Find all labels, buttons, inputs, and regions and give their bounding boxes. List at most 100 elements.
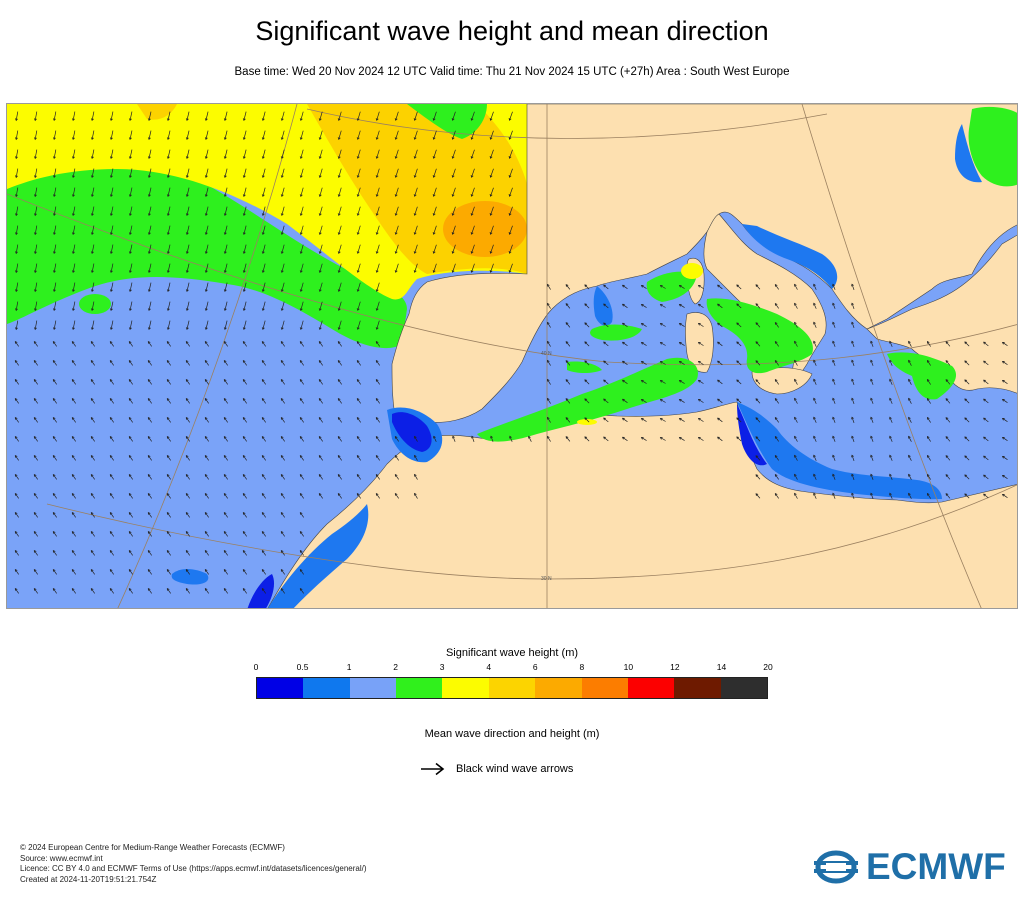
wave-arrow — [736, 322, 742, 328]
wave-arrow-head — [470, 232, 474, 235]
wave-arrow-head — [489, 213, 493, 216]
wave-arrow-head — [983, 417, 986, 421]
wave-arrow — [794, 360, 798, 366]
wave-arrow — [129, 244, 133, 254]
wave-arrow-head — [755, 455, 759, 458]
wave-arrow-head — [280, 156, 284, 159]
wave-arrow-head — [678, 304, 682, 307]
wave-arrow-head — [128, 588, 132, 591]
wave-arrow-head — [451, 270, 455, 273]
wave-arrow-head — [242, 417, 246, 420]
wave-arrow-head — [736, 322, 740, 326]
wave-arrow — [128, 379, 134, 385]
wave-arrow — [129, 168, 133, 178]
wave-arrow-head — [299, 137, 303, 140]
wave-arrow-head — [832, 283, 835, 287]
wave-arrow-head — [794, 321, 797, 325]
wave-arrow-head — [736, 398, 740, 402]
wave-arrow-head — [394, 137, 398, 140]
wave-arrow-head — [204, 455, 208, 458]
wave-arrow-head — [736, 379, 740, 383]
wave-arrow-head — [109, 512, 113, 515]
wave-arrow — [91, 168, 95, 178]
wave-arrow-head — [72, 118, 75, 122]
wave-arrow-head — [280, 455, 284, 458]
wave-arrow-head — [547, 283, 550, 287]
direction-legend-title: Mean wave direction and height (m) — [424, 728, 600, 740]
wave-arrow — [34, 282, 38, 292]
wave-arrow — [603, 303, 609, 309]
wave-arrow-head — [15, 232, 18, 236]
wave-arrow-head — [15, 137, 18, 141]
wave-arrow — [641, 380, 647, 384]
wave-arrow-head — [109, 270, 113, 274]
wave-arrow — [851, 417, 855, 423]
wave-arrow — [319, 168, 323, 178]
wave-arrow — [14, 531, 20, 537]
wave-arrow-head — [33, 493, 37, 496]
small-med-green-patch — [567, 361, 602, 373]
wave-arrow-head — [964, 360, 968, 364]
wave-arrow — [52, 512, 58, 518]
wave-arrow-head — [128, 270, 132, 274]
wave-arrow — [53, 301, 57, 311]
wave-arrow — [166, 436, 172, 442]
wave-arrow — [261, 588, 267, 594]
wave-arrow-head — [356, 270, 360, 273]
wave-arrow-head — [356, 156, 360, 159]
wave-arrow — [167, 149, 171, 159]
wave-arrow — [299, 512, 305, 518]
footer-created: Created at 2024-11-20T19:51:21.754Z — [20, 874, 157, 884]
wave-arrow — [490, 130, 494, 140]
wave-arrow — [186, 263, 190, 273]
wave-arrow-head — [489, 118, 493, 121]
wave-arrow-head — [736, 436, 740, 440]
wave-arrow — [319, 206, 323, 216]
wave-arrow — [755, 284, 761, 290]
wave-arrow-head — [14, 569, 18, 572]
wave-arrow-head — [640, 323, 644, 326]
wave-arrow — [698, 285, 704, 289]
wave-arrow — [34, 111, 38, 121]
wave-arrow — [261, 341, 267, 347]
wave-arrow — [338, 225, 342, 235]
wave-arrow — [300, 301, 304, 311]
wave-arrow-head — [337, 251, 341, 254]
colorbar-tick-label: 1 — [346, 662, 352, 672]
wave-arrow — [641, 437, 647, 441]
wave-arrow — [185, 474, 191, 480]
wave-arrow — [394, 474, 400, 480]
wave-arrow-head — [166, 118, 170, 122]
wave-arrow-head — [813, 492, 816, 496]
wave-arrow — [755, 474, 761, 480]
wave-arrow — [775, 303, 779, 309]
wave-arrow-head — [584, 303, 588, 307]
wave-arrow — [71, 341, 77, 347]
wave-arrow-head — [261, 194, 265, 197]
wave-arrow — [299, 493, 305, 499]
wave-arrow-head — [90, 175, 94, 179]
wave-height-map[interactable]: 40 N 30 N — [6, 103, 1018, 609]
wave-arrow-head — [1001, 341, 1005, 345]
wave-arrow — [927, 341, 931, 347]
wave-arrow-head — [109, 137, 113, 141]
wave-arrow-head — [147, 512, 151, 515]
wave-arrow — [565, 284, 571, 290]
colorbar-tick-label: 10 — [623, 662, 634, 672]
wave-arrow — [832, 474, 836, 480]
wave-arrow — [603, 322, 609, 328]
wave-arrow — [167, 225, 171, 235]
wave-arrow-head — [280, 175, 284, 178]
wave-arrow-head — [794, 397, 797, 401]
wave-arrow — [262, 111, 266, 121]
wave-arrow — [375, 341, 381, 347]
wave-arrow-head — [413, 270, 417, 273]
wave-arrow-head — [755, 322, 759, 325]
wave-arrow-head — [774, 416, 778, 420]
wave-arrow — [110, 244, 114, 254]
wave-arrow-head — [34, 156, 37, 160]
wave-arrow-head — [794, 435, 797, 439]
wave-arrow-head — [90, 289, 94, 293]
wave-arrow-head — [242, 512, 246, 515]
wave-arrow — [243, 263, 247, 273]
